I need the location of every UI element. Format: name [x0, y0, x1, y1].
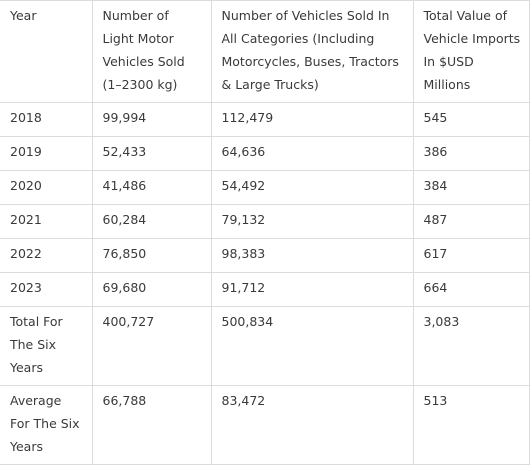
header-row: Year Number of Light Motor Vehicles Sold… — [0, 0, 530, 103]
cell-year: 2021 — [0, 204, 93, 239]
cell-import-value: 487 — [412, 204, 530, 239]
cell-total-label: Total For The Six Years — [0, 306, 93, 386]
table-row: 2022 76,850 98,383 617 — [0, 238, 530, 273]
table-row-average: Average For The Six Years 66,788 83,472 … — [0, 385, 530, 465]
cell-light-vehicles: 41,486 — [91, 170, 212, 205]
cell-import-value: 545 — [412, 102, 530, 137]
cell-light-vehicles: 99,994 — [91, 102, 212, 137]
cell-year: 2022 — [0, 238, 93, 273]
cell-average-all-vehicles: 83,472 — [210, 385, 414, 465]
cell-light-vehicles: 60,284 — [91, 204, 212, 239]
cell-import-value: 664 — [412, 272, 530, 307]
cell-all-vehicles: 91,712 — [210, 272, 414, 307]
table-row: 2020 41,486 54,492 384 — [0, 170, 530, 205]
table-header: Year Number of Light Motor Vehicles Sold… — [0, 0, 530, 103]
table-row: 2021 60,284 79,132 487 — [0, 204, 530, 239]
cell-all-vehicles: 112,479 — [210, 102, 414, 137]
cell-average-label: Average For The Six Years — [0, 385, 93, 465]
cell-all-vehicles: 79,132 — [210, 204, 414, 239]
header-light-vehicles-sold: Number of Light Motor Vehicles Sold (1–2… — [91, 0, 212, 103]
cell-light-vehicles: 52,433 — [91, 136, 212, 171]
cell-import-value: 617 — [412, 238, 530, 273]
cell-year: 2020 — [0, 170, 93, 205]
cell-year: 2019 — [0, 136, 93, 171]
cell-all-vehicles: 98,383 — [210, 238, 414, 273]
cell-year: 2023 — [0, 272, 93, 307]
cell-all-vehicles: 54,492 — [210, 170, 414, 205]
cell-all-vehicles: 64,636 — [210, 136, 414, 171]
cell-import-value: 384 — [412, 170, 530, 205]
header-year: Year — [0, 0, 93, 103]
cell-total-all-vehicles: 500,834 — [210, 306, 414, 386]
table-body: 2018 99,994 112,479 545 2019 52,433 64,6… — [0, 102, 530, 465]
table-row: 2018 99,994 112,479 545 — [0, 102, 530, 137]
cell-import-value: 386 — [412, 136, 530, 171]
cell-light-vehicles: 76,850 — [91, 238, 212, 273]
header-all-vehicles-sold: Number of Vehicles Sold In All Categorie… — [210, 0, 414, 103]
cell-average-light-vehicles: 66,788 — [91, 385, 212, 465]
table-row-total: Total For The Six Years 400,727 500,834 … — [0, 306, 530, 386]
cell-year: 2018 — [0, 102, 93, 137]
table-row: 2019 52,433 64,636 386 — [0, 136, 530, 171]
header-import-value: Total Value of Vehicle Imports In $USD M… — [412, 0, 530, 103]
cell-total-import-value: 3,083 — [412, 306, 530, 386]
cell-total-light-vehicles: 400,727 — [91, 306, 212, 386]
table-row: 2023 69,680 91,712 664 — [0, 272, 530, 307]
cell-light-vehicles: 69,680 — [91, 272, 212, 307]
cell-average-import-value: 513 — [412, 385, 530, 465]
